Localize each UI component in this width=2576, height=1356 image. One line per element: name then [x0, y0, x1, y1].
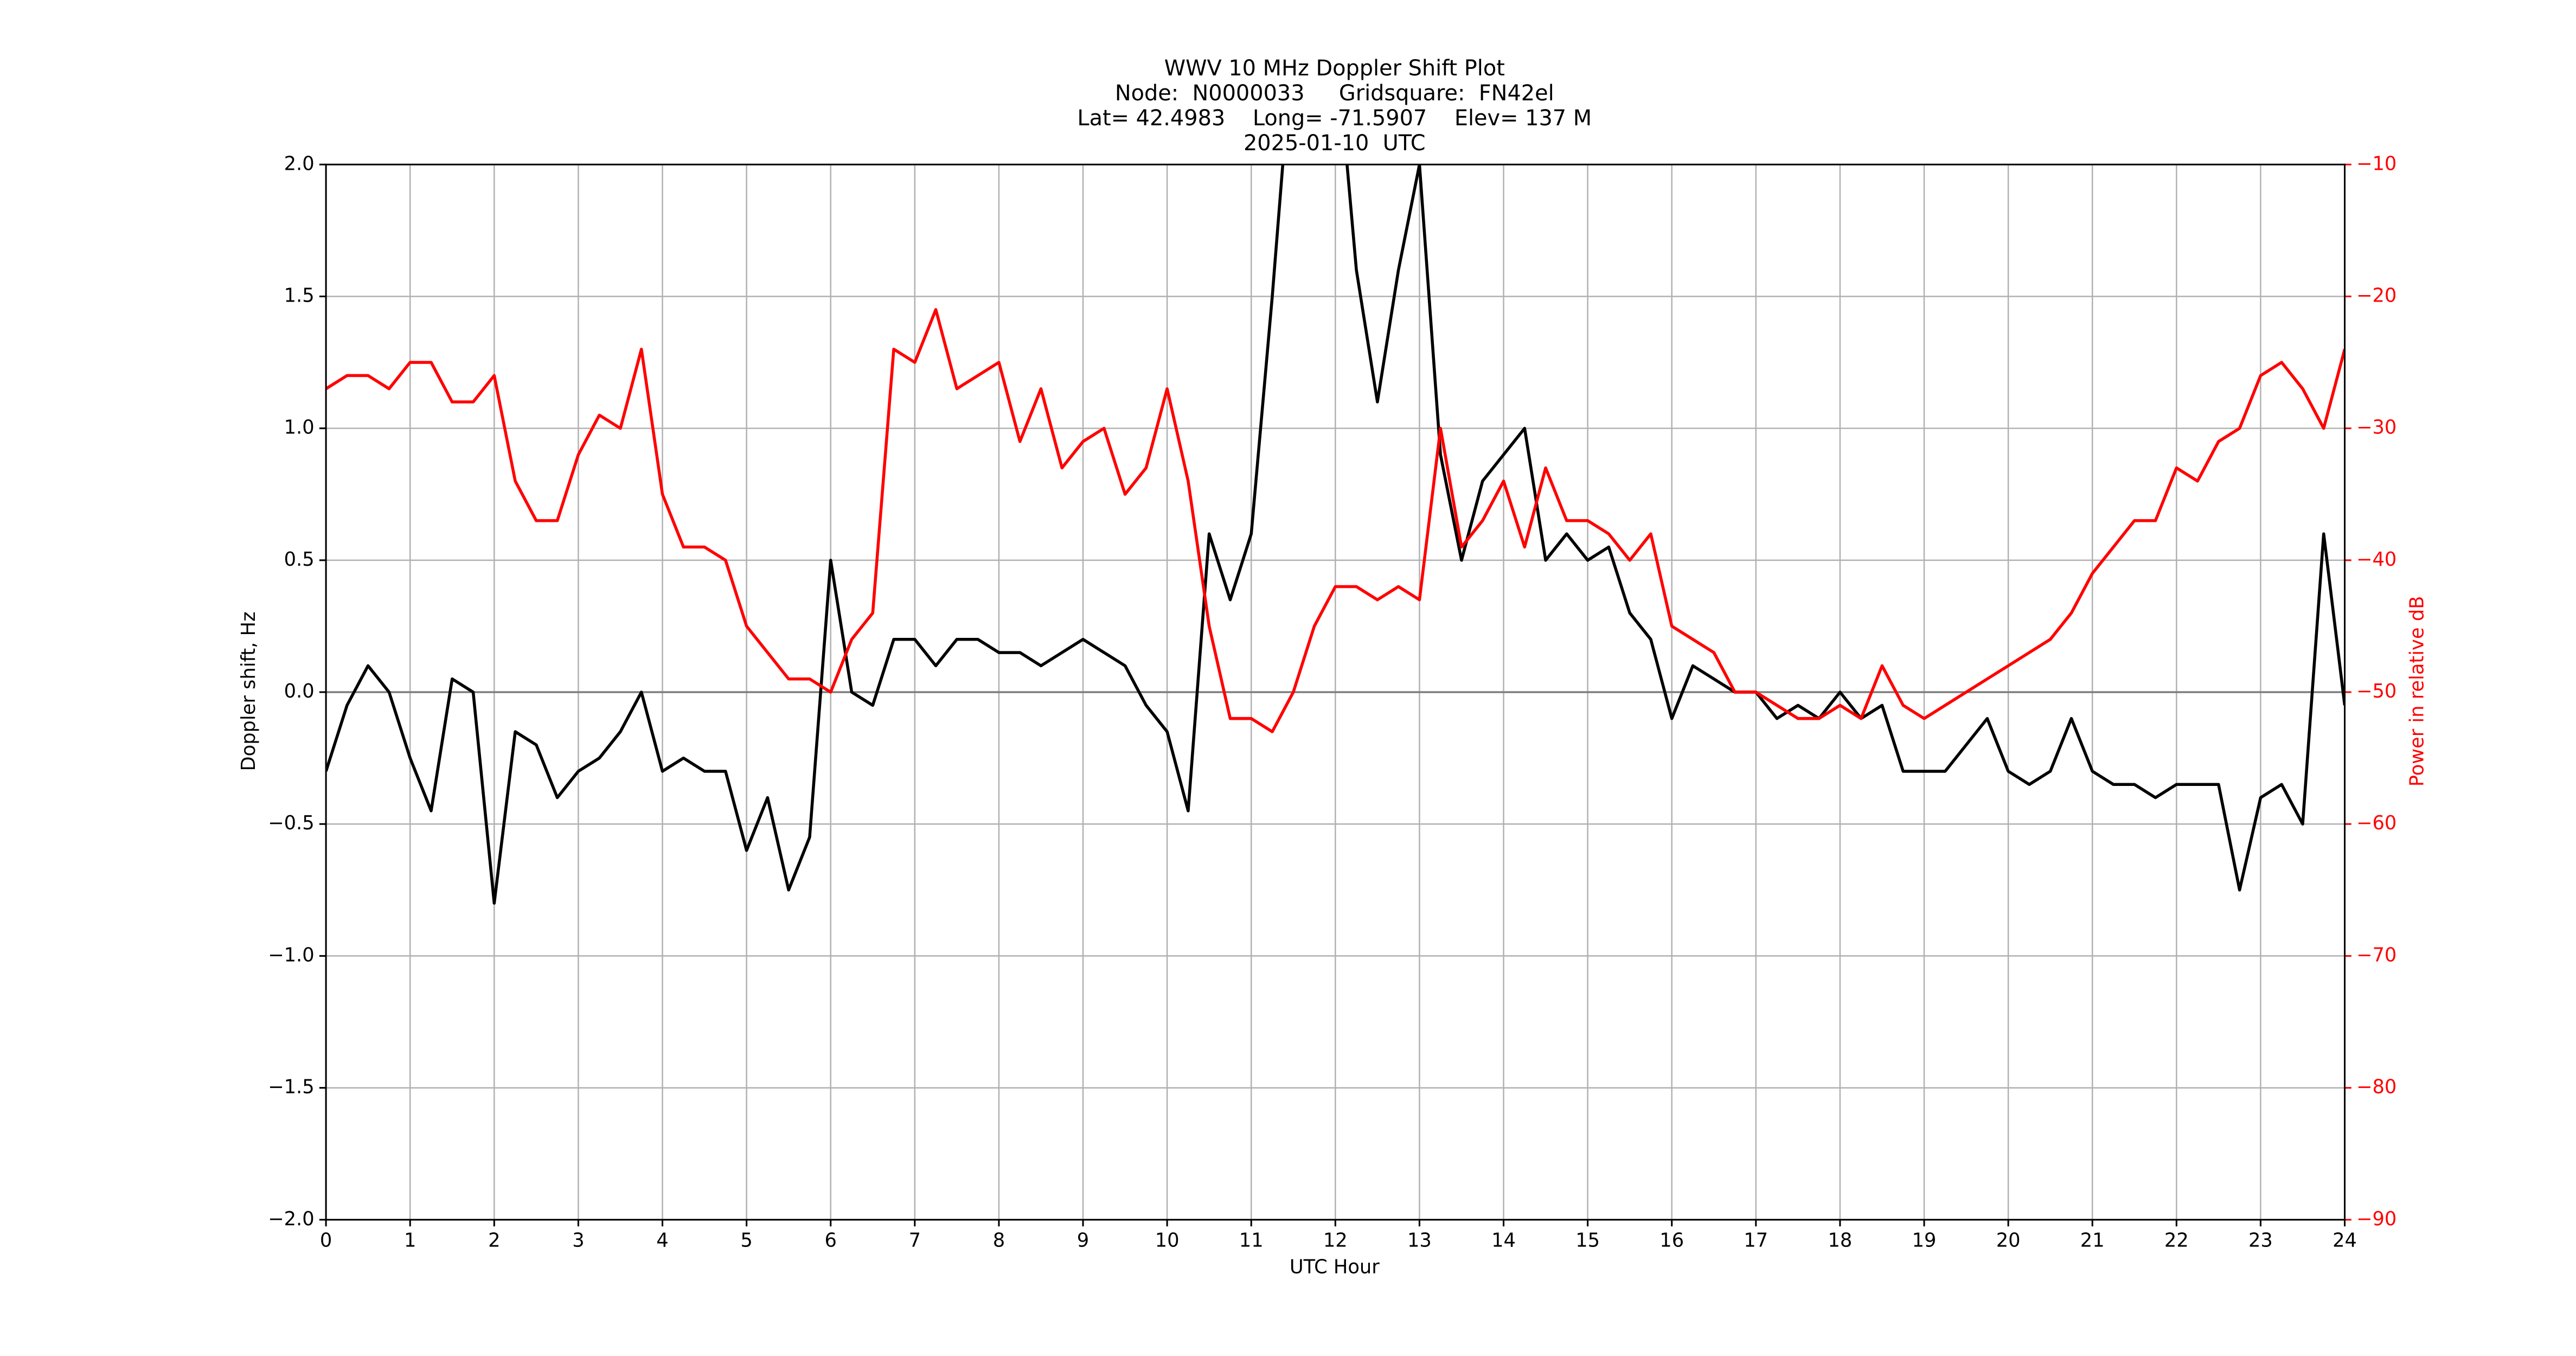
y2-tick-label: −10 [2356, 152, 2396, 175]
y2-tick-label: −30 [2356, 417, 2396, 439]
x-tick-label: 1 [404, 1230, 416, 1252]
x-tick-label: 2 [488, 1230, 500, 1252]
x-tick-label: 9 [1077, 1230, 1089, 1252]
y-tick-label: −1.0 [268, 944, 315, 966]
chart-title: WWV 10 MHz Doppler Shift Plot [1164, 56, 1505, 81]
y2-tick-label: −90 [2356, 1208, 2396, 1230]
x-tick-label: 13 [1407, 1230, 1432, 1252]
plot-frame [325, 163, 2346, 1221]
chart-title: Lat= 42.4983 Long= -71.5907 Elev= 137 M [1077, 106, 1592, 131]
y-tick-label: 1.0 [284, 417, 315, 439]
y-tick-label: 2.0 [284, 152, 315, 175]
x-tick-label: 3 [572, 1230, 584, 1252]
y2-tick-label: −80 [2356, 1076, 2396, 1098]
x-tick-label: 12 [1323, 1230, 1348, 1252]
y-tick-label: −0.5 [268, 812, 315, 834]
x-tick-label: 16 [1659, 1230, 1684, 1252]
chart-title: Node: N0000033 Gridsquare: FN42el [1115, 81, 1554, 106]
x-tick-label: 0 [320, 1230, 332, 1252]
x-tick-label: 14 [1491, 1230, 1516, 1252]
y2-tick-label: −50 [2356, 680, 2396, 702]
x-tick-label: 21 [2080, 1230, 2105, 1252]
data-line [326, 164, 2345, 905]
x-tick-label: 24 [2333, 1230, 2357, 1252]
x-tick-label: 22 [2164, 1230, 2189, 1252]
x-tick-label: 5 [740, 1230, 752, 1252]
x-tick-label: 23 [2248, 1230, 2273, 1252]
y2-axis-label: Power in relative dB [2406, 596, 2428, 787]
x-axis-label: UTC Hour [1290, 1256, 1380, 1278]
y2-tick-label: −70 [2356, 944, 2396, 966]
x-tick-label: 11 [1239, 1230, 1264, 1252]
x-tick-label: 8 [993, 1230, 1005, 1252]
chart-title: 2025-01-10 UTC [1244, 131, 1426, 156]
y-tick-label: 1.5 [284, 284, 315, 306]
x-tick-label: 19 [1912, 1230, 1937, 1252]
x-tick-label: 20 [1996, 1230, 2021, 1252]
x-tick-label: 10 [1155, 1230, 1180, 1252]
y-tick-label: −2.0 [268, 1208, 315, 1230]
x-tick-label: 17 [1744, 1230, 1768, 1252]
x-tick-label: 15 [1575, 1230, 1600, 1252]
x-tick-label: 6 [824, 1230, 836, 1252]
x-tick-label: 18 [1828, 1230, 1853, 1252]
x-tick-label: 4 [656, 1230, 668, 1252]
y-tick-label: 0.0 [284, 680, 315, 702]
y-tick-label: −1.5 [268, 1076, 315, 1098]
y-axis-label: Doppler shift, Hz [238, 612, 260, 771]
data-line [326, 308, 2345, 733]
y2-tick-label: −20 [2356, 284, 2396, 306]
x-tick-label: 7 [909, 1230, 921, 1252]
y-tick-label: 0.5 [284, 548, 315, 571]
y2-tick-label: −40 [2356, 548, 2396, 571]
y2-tick-label: −60 [2356, 812, 2396, 834]
plot-area [326, 164, 2345, 905]
